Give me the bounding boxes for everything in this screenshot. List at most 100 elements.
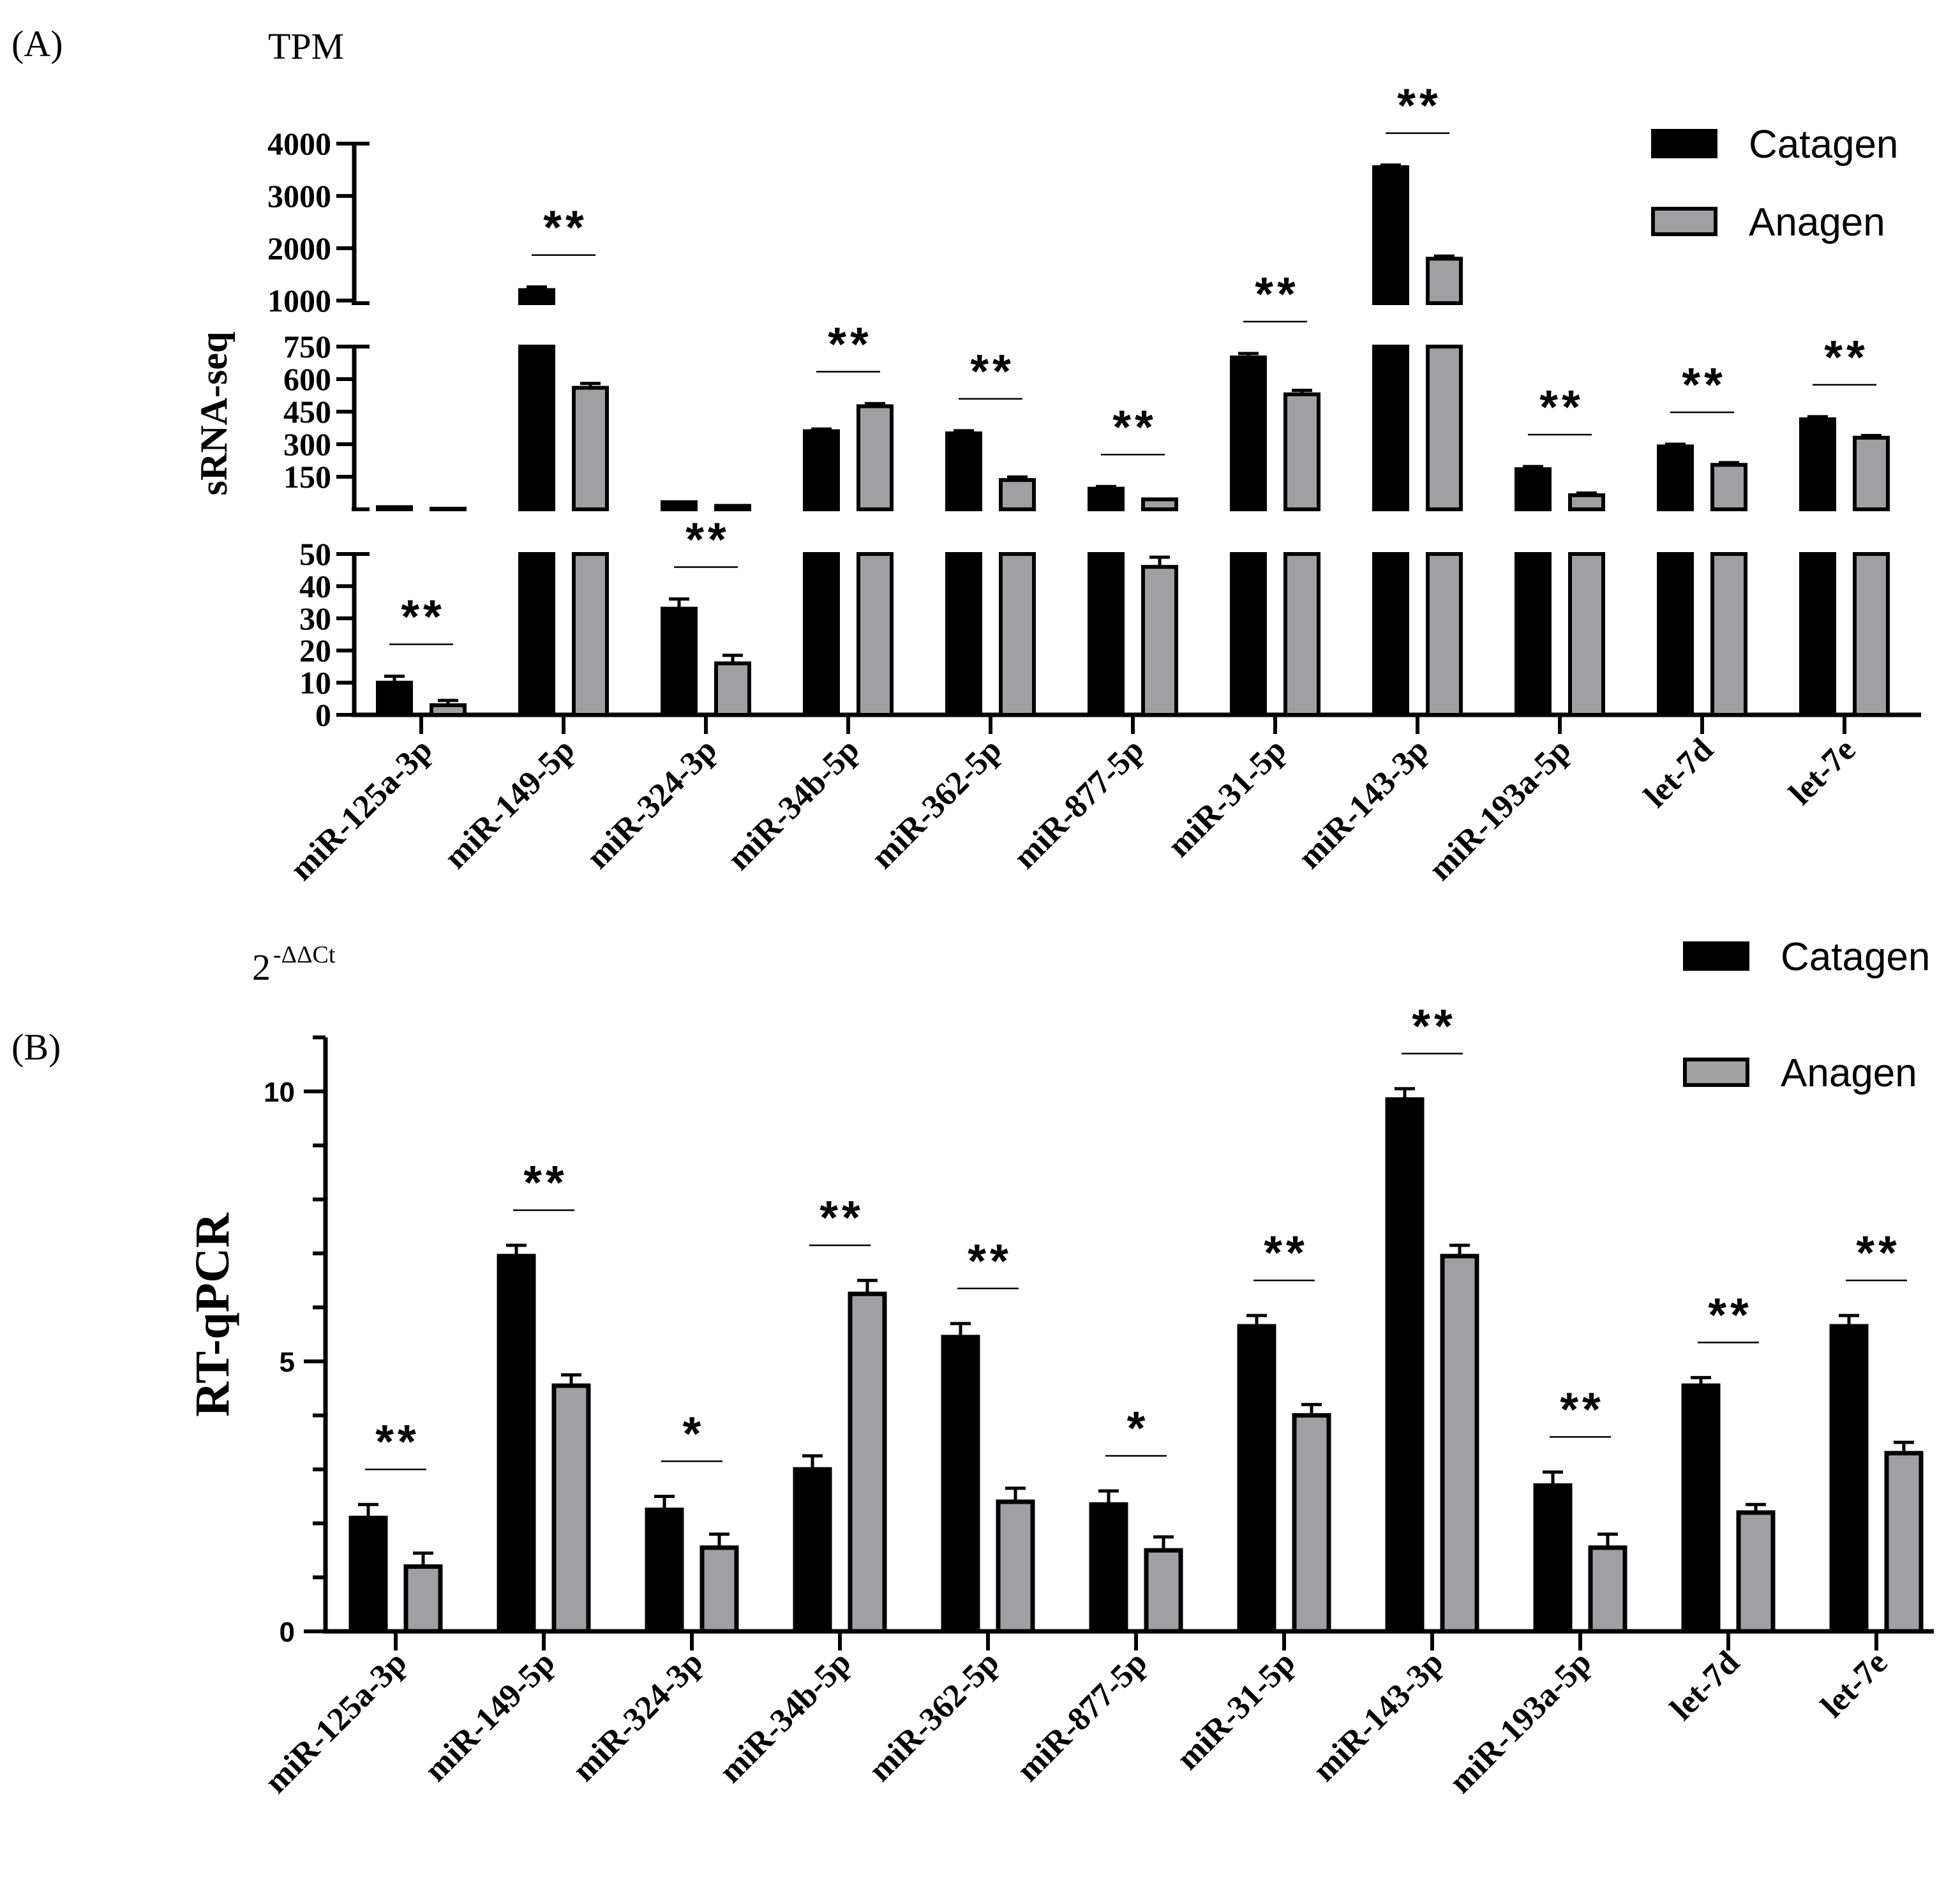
bar-anagen-mir-34b-5p: [857, 404, 894, 511]
bar-anagen-let-7d: [1736, 1510, 1776, 1634]
bar-catagen-mir-31-5p: [1230, 552, 1267, 717]
bar-anagen-mir-143-3p: [1426, 552, 1463, 717]
significance-marker: **: [968, 1234, 1012, 1287]
y-tick-label: 10: [264, 1077, 295, 1108]
significance-marker: **: [970, 345, 1015, 398]
significance-marker: **: [1412, 999, 1456, 1052]
bar-catagen-mir-324-3p: [661, 500, 698, 512]
legend-swatch-catagen: [1683, 941, 1749, 971]
bar-catagen-mir-324-3p: [661, 606, 698, 717]
bar-catagen-mir-34b-5p: [793, 1467, 832, 1634]
significance-marker: *: [1127, 1402, 1149, 1455]
y-tick-label: 30: [299, 601, 331, 636]
bar-catagen-mir-125a-3p: [376, 505, 413, 511]
bar-catagen-mir-193a-5p: [1515, 552, 1552, 717]
significance-marker: **: [1560, 1382, 1605, 1435]
bar-catagen-mir-143-3p: [1372, 345, 1409, 511]
bar-catagen-mir-34b-5p: [803, 429, 840, 511]
significance-marker: **: [375, 1415, 420, 1468]
bar-anagen-mir-143-3p: [1426, 345, 1463, 511]
bar-anagen-let-7e: [1853, 552, 1890, 717]
panel-a-label: (A): [11, 23, 63, 64]
bar-catagen-let-7e: [1829, 1324, 1869, 1634]
bar-anagen-mir-193a-5p: [1588, 1545, 1627, 1634]
bar-anagen-mir-877-5p: [1141, 565, 1178, 717]
y-tick-label: 0: [315, 697, 331, 733]
bar-anagen-mir-149-5p: [551, 1383, 591, 1634]
bar-anagen-let-7d: [1710, 552, 1747, 717]
panel-a-unit-label: TPM: [268, 26, 344, 67]
bar-anagen-mir-324-3p: [714, 661, 751, 717]
significance-marker: *: [683, 1407, 705, 1460]
y-tick-label: 450: [283, 394, 331, 430]
y-tick-label: 50: [299, 536, 331, 572]
significance-marker: **: [1856, 1226, 1901, 1279]
bar-catagen-mir-149-5p: [518, 552, 555, 717]
significance-marker: **: [1682, 358, 1726, 411]
bar-anagen-mir-34b-5p: [857, 552, 894, 717]
bar-catagen-mir-193a-5p: [1515, 467, 1552, 511]
bar-anagen-mir-877-5p: [1144, 1548, 1183, 1634]
legend-swatch-catagen: [1651, 129, 1717, 158]
bar-anagen-mir-125a-3p: [430, 703, 467, 717]
y-tick-label: 0: [280, 1617, 295, 1648]
panel-a-y-axis-title: sRNA-seq: [193, 332, 235, 496]
bar-catagen-mir-31-5p: [1237, 1324, 1276, 1634]
bar-catagen-mir-125a-3p: [376, 680, 413, 717]
significance-marker: **: [1824, 331, 1869, 384]
significance-marker: **: [819, 1191, 864, 1244]
panel-b-label: (B): [11, 1026, 61, 1068]
bar-catagen-mir-149-5p: [518, 345, 555, 511]
y-tick-label: 1000: [267, 283, 331, 318]
significance-marker: **: [828, 317, 872, 370]
y-tick-label: 3000: [267, 178, 331, 214]
significance-marker: **: [1708, 1288, 1753, 1341]
bar-anagen-mir-143-3p: [1440, 1254, 1479, 1634]
bar-catagen-mir-877-5p: [1089, 1502, 1128, 1634]
y-tick-label: 20: [299, 633, 331, 668]
bar-anagen-let-7e: [1884, 1451, 1924, 1634]
y-tick-label: 5: [280, 1347, 295, 1378]
bar-anagen-mir-143-3p: [1426, 257, 1463, 306]
bar-anagen-mir-193a-5p: [1568, 493, 1605, 512]
y-tick-label: 2000: [267, 230, 331, 266]
bar-anagen-mir-324-3p: [699, 1545, 739, 1634]
bar-catagen-let-7e: [1799, 417, 1836, 512]
bar-anagen-mir-877-5p: [1141, 497, 1178, 511]
bar-anagen-mir-149-5p: [572, 386, 609, 511]
bar-catagen-mir-362-5p: [945, 431, 982, 511]
significance-marker: **: [1539, 380, 1584, 433]
bar-anagen-mir-31-5p: [1283, 552, 1320, 717]
y-tick-label: 300: [283, 426, 331, 462]
significance-marker: **: [1264, 1226, 1308, 1279]
legend-swatch-anagen: [1683, 1058, 1749, 1087]
bar-catagen-mir-143-3p: [1372, 165, 1409, 306]
y-tick-label: 750: [283, 329, 331, 364]
significance-marker: **: [401, 590, 445, 643]
legend-swatch-anagen: [1651, 207, 1717, 236]
bar-catagen-mir-143-3p: [1372, 552, 1409, 717]
bar-anagen-mir-193a-5p: [1568, 552, 1605, 717]
bar-catagen-let-7d: [1657, 444, 1694, 512]
y-tick-label: 150: [283, 459, 331, 495]
significance-marker: **: [1255, 267, 1299, 320]
bar-anagen-mir-149-5p: [572, 552, 609, 717]
bar-catagen-mir-877-5p: [1088, 486, 1125, 512]
significance-marker: **: [523, 1156, 568, 1209]
bar-anagen-mir-362-5p: [999, 478, 1036, 511]
bar-anagen-mir-31-5p: [1292, 1413, 1331, 1634]
bar-catagen-let-7d: [1681, 1383, 1721, 1634]
legend-label-catagen: Catagen: [1781, 935, 1930, 979]
bar-catagen-mir-143-3p: [1385, 1097, 1425, 1634]
legend-label-anagen: Anagen: [1749, 200, 1885, 244]
bar-anagen-mir-362-5p: [999, 552, 1036, 717]
legend-label-anagen: Anagen: [1781, 1051, 1917, 1095]
bar-anagen-mir-324-3p: [714, 504, 751, 511]
bar-anagen-mir-31-5p: [1283, 392, 1320, 511]
bar-anagen-mir-362-5p: [996, 1499, 1035, 1634]
y-tick-label: 10: [299, 665, 331, 701]
panel-b-y-axis-title: RT-qPCR: [186, 1212, 239, 1417]
significance-marker: **: [1112, 400, 1157, 453]
y-tick-label: 4000: [267, 126, 331, 161]
